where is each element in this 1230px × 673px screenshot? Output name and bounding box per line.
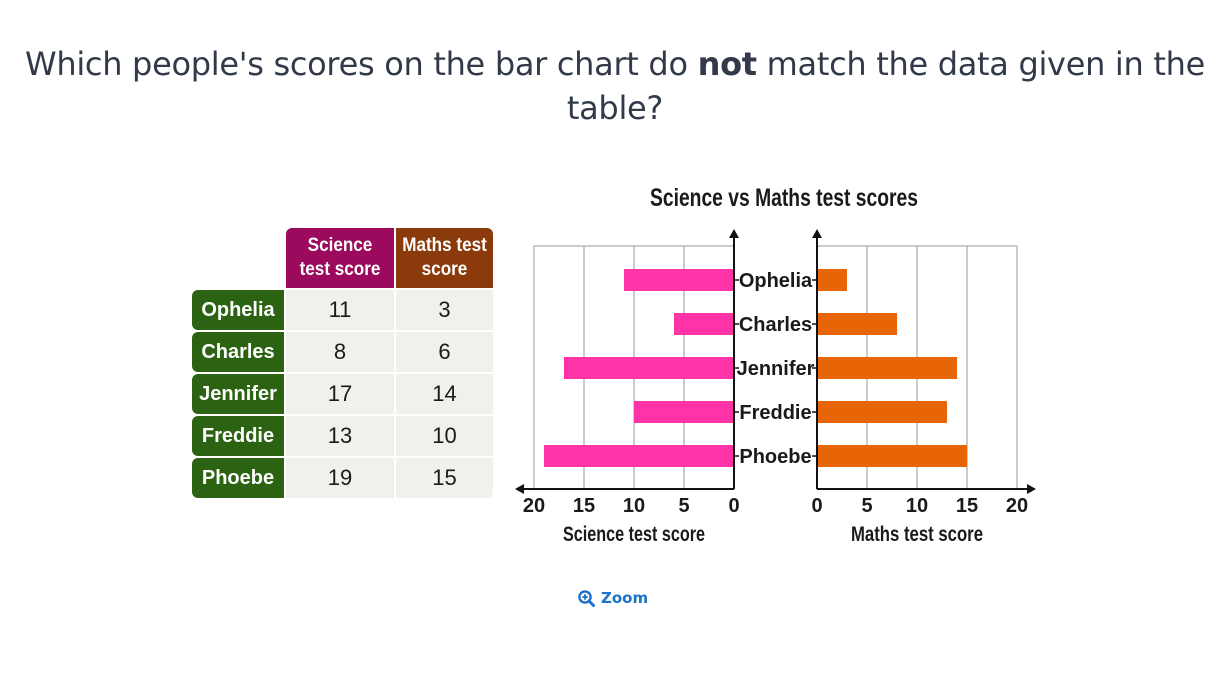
- category-label: Phoebe: [739, 446, 811, 468]
- question-emphasis: not: [697, 45, 757, 83]
- maths-bar-charles: [817, 313, 897, 335]
- maths-tick-label: 0: [811, 495, 822, 517]
- science-tick-label: 5: [678, 495, 689, 517]
- maths-axis-label: Maths test score: [851, 523, 983, 546]
- science-tick-label: 20: [523, 495, 545, 517]
- right-plot-frame: [816, 245, 1018, 490]
- maths-bar-ophelia: [817, 269, 847, 291]
- table-row-name: Jennifer: [192, 374, 284, 414]
- tick-labels: 20 15 10 5 0 0 5 10 15 20: [523, 495, 1028, 517]
- maths-score-cell: 6: [396, 332, 493, 372]
- maths-tick-label: 20: [1006, 495, 1028, 517]
- bars: [544, 269, 967, 467]
- question-text: Which people's scores on the bar chart d…: [15, 42, 1215, 130]
- maths-score-cell: 3: [396, 290, 493, 330]
- science-bar-ophelia: [624, 269, 734, 291]
- maths-header-cell: Maths test score: [396, 228, 493, 288]
- category-label: Ophelia: [739, 270, 813, 292]
- table-row-name: Ophelia: [192, 290, 284, 330]
- science-score-cell: 13: [286, 416, 394, 456]
- category-label: Jennifer: [737, 358, 815, 380]
- maths-tick-label: 10: [906, 495, 928, 517]
- maths-bar-phoebe: [817, 445, 967, 467]
- science-tick-label: 10: [623, 495, 645, 517]
- table-row-name: Phoebe: [192, 458, 284, 498]
- science-axis-arrow: [729, 229, 739, 238]
- science-tick-label: 15: [573, 495, 595, 517]
- science-tick-label: 0: [728, 495, 739, 517]
- science-hz-arrow: [515, 484, 524, 494]
- left-plot-frame: [533, 245, 735, 490]
- magnify-plus-icon: [578, 589, 595, 607]
- axes: [515, 229, 1036, 494]
- maths-header: Maths test score: [402, 235, 487, 280]
- maths-score-cell: 14: [396, 374, 493, 414]
- science-bar-jennifer: [564, 357, 734, 379]
- science-bar-charles: [674, 313, 734, 335]
- question-part-2: match the data given in the table?: [566, 45, 1205, 127]
- table-row-name: Charles: [192, 332, 284, 372]
- category-label: Freddie: [739, 402, 811, 424]
- table-row-name: Freddie: [192, 416, 284, 456]
- zoom-label: Zoom: [601, 589, 649, 607]
- category-labels: Ophelia Charles Jennifer Freddie Phoebe: [737, 270, 815, 468]
- maths-axis-arrow: [812, 229, 822, 238]
- science-header-cell: Science test score: [286, 228, 394, 288]
- science-score-cell: 8: [286, 332, 394, 372]
- question-part-1: Which people's scores on the bar chart d…: [25, 45, 698, 83]
- maths-bar-freddie: [817, 401, 947, 423]
- maths-bar-jennifer: [817, 357, 957, 379]
- maths-tick-label: 15: [956, 495, 978, 517]
- maths-tick-label: 5: [861, 495, 872, 517]
- science-axis-label: Science test score: [563, 523, 705, 546]
- gridlines: [533, 245, 1018, 490]
- zoom-button[interactable]: Zoom: [578, 589, 648, 607]
- science-header: Science test score: [299, 235, 381, 280]
- science-score-cell: 19: [286, 458, 394, 498]
- science-bar-freddie: [634, 401, 734, 423]
- science-score-cell: 17: [286, 374, 394, 414]
- maths-hz-arrow: [1027, 484, 1036, 494]
- category-label: Charles: [739, 314, 812, 336]
- maths-score-cell: 10: [396, 416, 493, 456]
- science-bar-phoebe: [544, 445, 734, 467]
- science-score-cell: 11: [286, 290, 394, 330]
- chart-title: Science vs Maths test scores: [650, 184, 918, 212]
- maths-score-cell: 15: [396, 458, 493, 498]
